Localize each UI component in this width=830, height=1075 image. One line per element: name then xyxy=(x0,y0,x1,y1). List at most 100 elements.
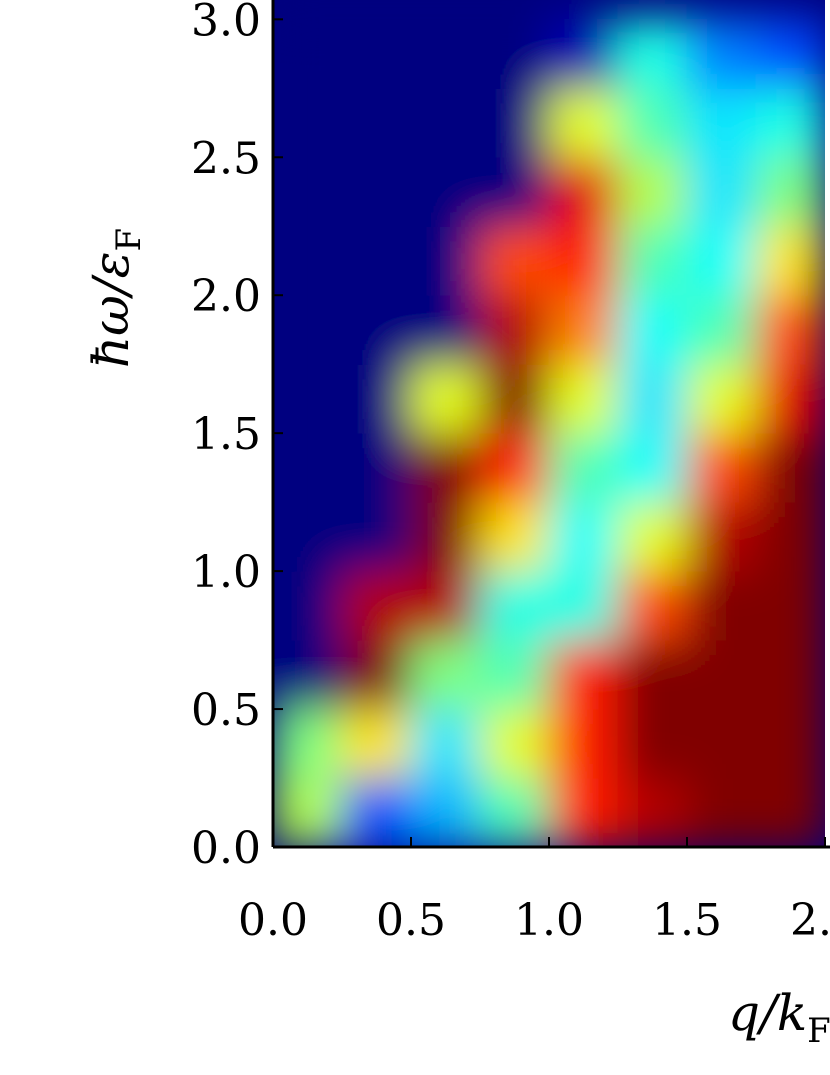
y-tick-label: 0.5 xyxy=(191,685,261,736)
x-tick-label: 0.0 xyxy=(238,895,308,946)
heatmap-cell xyxy=(617,294,688,365)
heatmap-cell xyxy=(273,639,343,710)
heatmap-cell xyxy=(755,639,825,710)
x-tick-label: 1.0 xyxy=(514,895,584,946)
heatmap-cell xyxy=(548,294,619,365)
heatmap-cell xyxy=(548,639,619,710)
heatmap-cell xyxy=(755,225,825,296)
heatmap-cell xyxy=(479,18,550,89)
heatmap-cell xyxy=(548,432,619,503)
heatmap-cell xyxy=(479,639,550,710)
y-axis-label: ħω/εF xyxy=(82,228,149,368)
heatmap-cell xyxy=(410,87,481,158)
heatmap-cell xyxy=(686,18,757,89)
heatmap-cell xyxy=(617,639,688,710)
heatmap-cell xyxy=(410,570,481,641)
heatmap-cell xyxy=(617,156,688,227)
heatmap-cell xyxy=(617,363,688,434)
y-tick-label: 1.0 xyxy=(191,547,261,598)
heatmap-cell xyxy=(341,501,412,572)
heatmap-cell xyxy=(686,639,757,710)
heatmap-cell xyxy=(617,777,688,847)
heatmap-cell xyxy=(755,777,825,847)
heatmap-cell xyxy=(410,18,481,89)
heatmap-cell xyxy=(273,777,343,847)
heatmap-cell xyxy=(410,225,481,296)
heatmap-cell xyxy=(341,570,412,641)
y-tick-label: 1.5 xyxy=(191,409,261,460)
heatmap-cell xyxy=(341,294,412,365)
heatmap-cell xyxy=(686,87,757,158)
x-axis-label-main: q/k xyxy=(728,984,807,1042)
heatmap-cell xyxy=(410,363,481,434)
heatmap-cell xyxy=(755,18,825,89)
heatmap-cell xyxy=(273,87,343,158)
heatmap-cell xyxy=(617,570,688,641)
heatmap xyxy=(273,18,825,847)
heatmap-cell xyxy=(410,156,481,227)
y-tick-label: 2.0 xyxy=(191,271,261,322)
heatmap-cell xyxy=(341,225,412,296)
heatmap-cell xyxy=(548,777,619,847)
y-tick-label: 0.0 xyxy=(191,823,261,874)
heatmap-cell xyxy=(479,432,550,503)
heatmap-cell xyxy=(410,708,481,779)
heatmap-cell xyxy=(479,501,550,572)
heatmap-cell xyxy=(341,87,412,158)
heatmap-cell xyxy=(479,708,550,779)
x-tick-label: 1.5 xyxy=(652,895,722,946)
heatmap-cell xyxy=(479,777,550,847)
heatmap-cell xyxy=(410,432,481,503)
heatmap-cell xyxy=(755,501,825,572)
heatmap-cell xyxy=(617,87,688,158)
heatmap-cell xyxy=(755,570,825,641)
y-axis-label-main: ħω/ε xyxy=(82,251,140,368)
heatmap-cell xyxy=(479,363,550,434)
heatmap-cell xyxy=(617,708,688,779)
heatmap-cell xyxy=(479,570,550,641)
axes: 0.0 0.5 1.0 1.5 2.0 2.5 3.0 0.0 0.5 1.0 1.5 2.0 xyxy=(191,0,830,946)
heatmap-cell xyxy=(755,87,825,158)
heatmap-cell xyxy=(479,294,550,365)
x-tick-label: 2.0 xyxy=(790,895,830,946)
heatmap-cell xyxy=(410,639,481,710)
heatmap-cell xyxy=(686,156,757,227)
heatmap-cell xyxy=(273,225,343,296)
heatmap-cell xyxy=(755,363,825,434)
heatmap-cell xyxy=(273,570,343,641)
heatmap-cell xyxy=(686,363,757,434)
heatmap-cell xyxy=(686,501,757,572)
heatmap-cell xyxy=(273,363,343,434)
heatmap-cells xyxy=(273,18,825,847)
heatmap-cell xyxy=(686,432,757,503)
heatmap-cell xyxy=(686,570,757,641)
y-tick-label: 3.0 xyxy=(191,0,261,46)
heatmap-cell xyxy=(479,87,550,158)
heatmap-cell xyxy=(410,501,481,572)
heatmap-cell xyxy=(617,432,688,503)
heatmap-cell xyxy=(341,432,412,503)
heatmap-cell xyxy=(617,18,688,89)
heatmap-cell xyxy=(341,18,412,89)
heatmap-cell xyxy=(273,708,343,779)
y-axis-label-subscript: F xyxy=(109,228,149,252)
heatmap-cell xyxy=(755,294,825,365)
heatmap-cell xyxy=(755,708,825,779)
heatmap-cell xyxy=(479,156,550,227)
y-tick-label: 2.5 xyxy=(191,133,261,184)
heatmap-cell xyxy=(686,294,757,365)
heatmap-cell xyxy=(617,501,688,572)
heatmap-cell xyxy=(755,432,825,503)
heatmap-cell xyxy=(617,225,688,296)
heatmap-cell xyxy=(273,501,343,572)
heatmap-cell xyxy=(273,156,343,227)
heatmap-cell xyxy=(686,225,757,296)
heatmap-cell xyxy=(341,363,412,434)
heatmap-cell xyxy=(341,156,412,227)
heatmap-cell xyxy=(273,294,343,365)
heatmap-cell xyxy=(548,501,619,572)
heatmap-cell xyxy=(548,156,619,227)
x-axis-label-subscript: F xyxy=(807,1011,830,1051)
